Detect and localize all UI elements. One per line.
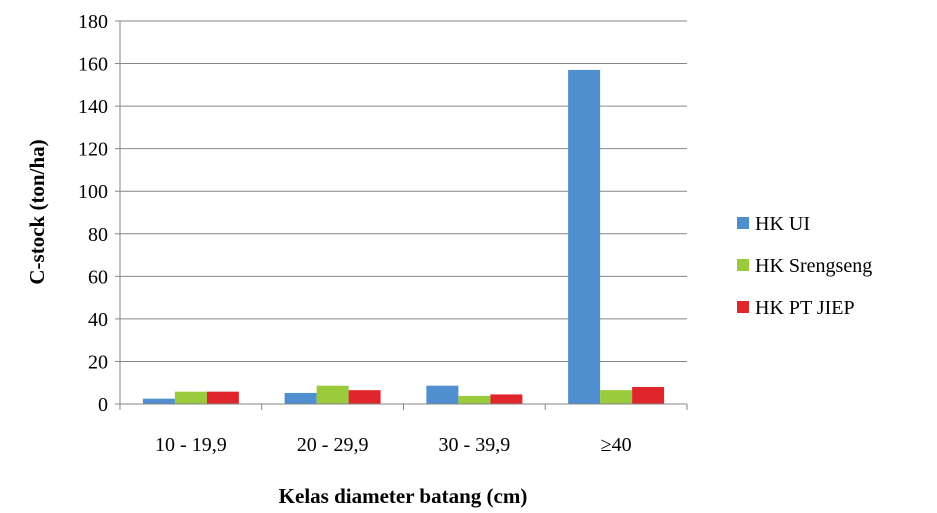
x-tick-labels: 10 - 19,9 20 - 29,9 30 - 39,9 ≥40 <box>119 404 688 456</box>
y-tick-label: 140 <box>78 96 108 118</box>
y-tick-label: 20 <box>88 351 108 373</box>
legend-swatch <box>737 259 749 271</box>
y-tick-label: 0 <box>98 394 108 416</box>
bar <box>284 392 317 404</box>
bar <box>458 395 491 404</box>
axes <box>119 21 687 405</box>
y-tick-label: 100 <box>78 181 108 203</box>
y-tick-label: 40 <box>88 309 108 331</box>
legend-label: HK PT JIEP <box>755 297 855 319</box>
legend-label: HK UI <box>755 213 810 235</box>
y-tick-label: 160 <box>78 54 108 76</box>
x-tick-label: 10 - 19,9 <box>155 434 227 456</box>
bar <box>206 391 239 404</box>
bar <box>490 394 523 404</box>
legend: HK UI HK Srengseng HK PT JIEP <box>737 213 872 319</box>
x-tick-label: ≥40 <box>601 434 632 456</box>
legend-swatch <box>737 301 749 313</box>
bar <box>600 390 633 404</box>
bar <box>348 390 381 404</box>
bars <box>142 69 665 404</box>
bar <box>426 385 459 404</box>
x-axis-title: Kelas diameter batang (cm) <box>279 484 528 508</box>
bar <box>568 69 601 404</box>
bar <box>142 398 175 404</box>
bar <box>632 386 665 404</box>
bar <box>316 385 349 404</box>
y-tick-label: 60 <box>88 266 108 288</box>
y-axis-title: C-stock (ton/ha) <box>25 139 49 284</box>
y-tick-label: 180 <box>78 11 108 33</box>
legend-swatch <box>737 217 749 229</box>
y-tick-label: 120 <box>78 139 108 161</box>
y-tick-label: 80 <box>88 224 108 246</box>
x-tick-label: 30 - 39,9 <box>439 434 511 456</box>
x-tick-label: 20 - 29,9 <box>297 434 369 456</box>
y-tick-labels: 0 20 40 60 80 100 120 140 160 180 <box>78 11 120 416</box>
bar <box>174 391 207 404</box>
gridlines <box>120 20 687 362</box>
legend-label: HK Srengseng <box>755 255 872 277</box>
